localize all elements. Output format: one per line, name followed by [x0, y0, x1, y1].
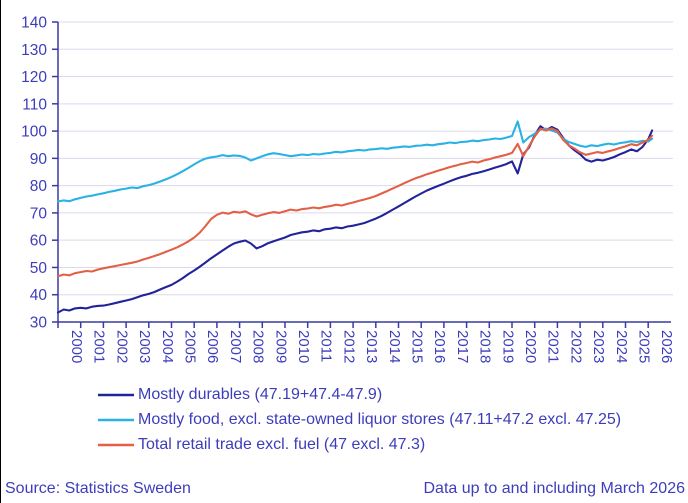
y-tick-label-130: 130	[21, 42, 47, 59]
y-tick-label-50: 50	[30, 260, 48, 277]
footer: Source: Statistics Sweden Data up to and…	[1, 480, 688, 498]
x-tick-label-2015: 2015	[409, 330, 426, 363]
x-tick-label-2018: 2018	[477, 330, 494, 363]
x-tick-label-2007: 2007	[227, 330, 244, 363]
x-tick-label-2005: 2005	[182, 330, 199, 363]
data-coverage-text: Data up to and including March 2026	[423, 480, 685, 497]
legend-label-total: Total retail trade excl. fuel (47 excl. …	[138, 436, 426, 453]
x-tick-label-2013: 2013	[363, 330, 380, 363]
legend-line-swatch-durables	[98, 393, 134, 397]
axes-lines	[57, 22, 671, 323]
series-line-durables	[56, 125, 654, 314]
x-tick-label-2008: 2008	[250, 330, 267, 363]
x-tick-label-2025: 2025	[636, 330, 653, 363]
x-tick-label-2021: 2021	[545, 330, 562, 363]
legend-line-swatch-food	[98, 418, 134, 422]
x-tick-label-2020: 2020	[522, 330, 539, 363]
series-line-food	[56, 120, 654, 203]
legend-label-durables: Mostly durables (47.19+47.4-47.9)	[138, 386, 383, 403]
x-tick-label-2006: 2006	[204, 330, 221, 363]
y-tick-label-80: 80	[30, 178, 48, 195]
x-tick-label-2017: 2017	[454, 330, 471, 363]
y-tick-label-90: 90	[30, 151, 48, 168]
x-tick-label-2019: 2019	[499, 330, 516, 363]
legend-item-durables: Mostly durables (47.19+47.4-47.9)	[98, 386, 621, 404]
x-tick-label-2009: 2009	[272, 330, 289, 363]
x-tick-label-2016: 2016	[431, 330, 448, 363]
x-tick-label-2003: 2003	[136, 330, 153, 363]
legend-line-swatch-total	[98, 443, 134, 447]
legend-item-food: Mostly food, excl. state-owned liquor st…	[98, 411, 621, 429]
x-tick-label-2011: 2011	[318, 330, 335, 362]
y-tick-label-70: 70	[30, 205, 48, 222]
x-tick-label-2004: 2004	[159, 330, 176, 363]
x-tick-label-2022: 2022	[567, 330, 584, 363]
y-tick-label-60: 60	[30, 233, 48, 250]
x-tick-label-2026: 2026	[658, 330, 675, 363]
legend: Mostly durables (47.19+47.4-47.9) Mostly…	[98, 386, 621, 454]
y-tick-label-40: 40	[30, 287, 48, 304]
x-tick-label-2010: 2010	[295, 330, 312, 363]
legend-label-food: Mostly food, excl. state-owned liquor st…	[138, 411, 622, 428]
x-tick-label-2000: 2000	[68, 330, 85, 363]
retail-index-chart: 30 40 50 60 70 80 90 100 110 120 130 140 2000 2001 200…	[21, 15, 675, 364]
x-tick-label-2002: 2002	[113, 330, 130, 363]
y-tick-label-110: 110	[22, 96, 47, 113]
x-tick-label-2014: 2014	[386, 330, 403, 363]
source-text: Source: Statistics Sweden	[5, 480, 191, 497]
y-tick-label-120: 120	[21, 69, 47, 86]
legend-item-total: Total retail trade excl. fuel (47 excl. …	[98, 436, 621, 454]
y-tick-label-100: 100	[21, 124, 47, 141]
x-tick-label-2024: 2024	[613, 330, 630, 363]
x-tick-label-2012: 2012	[340, 330, 357, 363]
x-tick-label-2023: 2023	[590, 330, 607, 363]
x-tick-label-2001: 2001	[91, 330, 108, 363]
y-tick-label-140: 140	[21, 15, 47, 32]
series-line-total	[56, 127, 654, 278]
y-tick-label-30: 30	[30, 315, 48, 332]
